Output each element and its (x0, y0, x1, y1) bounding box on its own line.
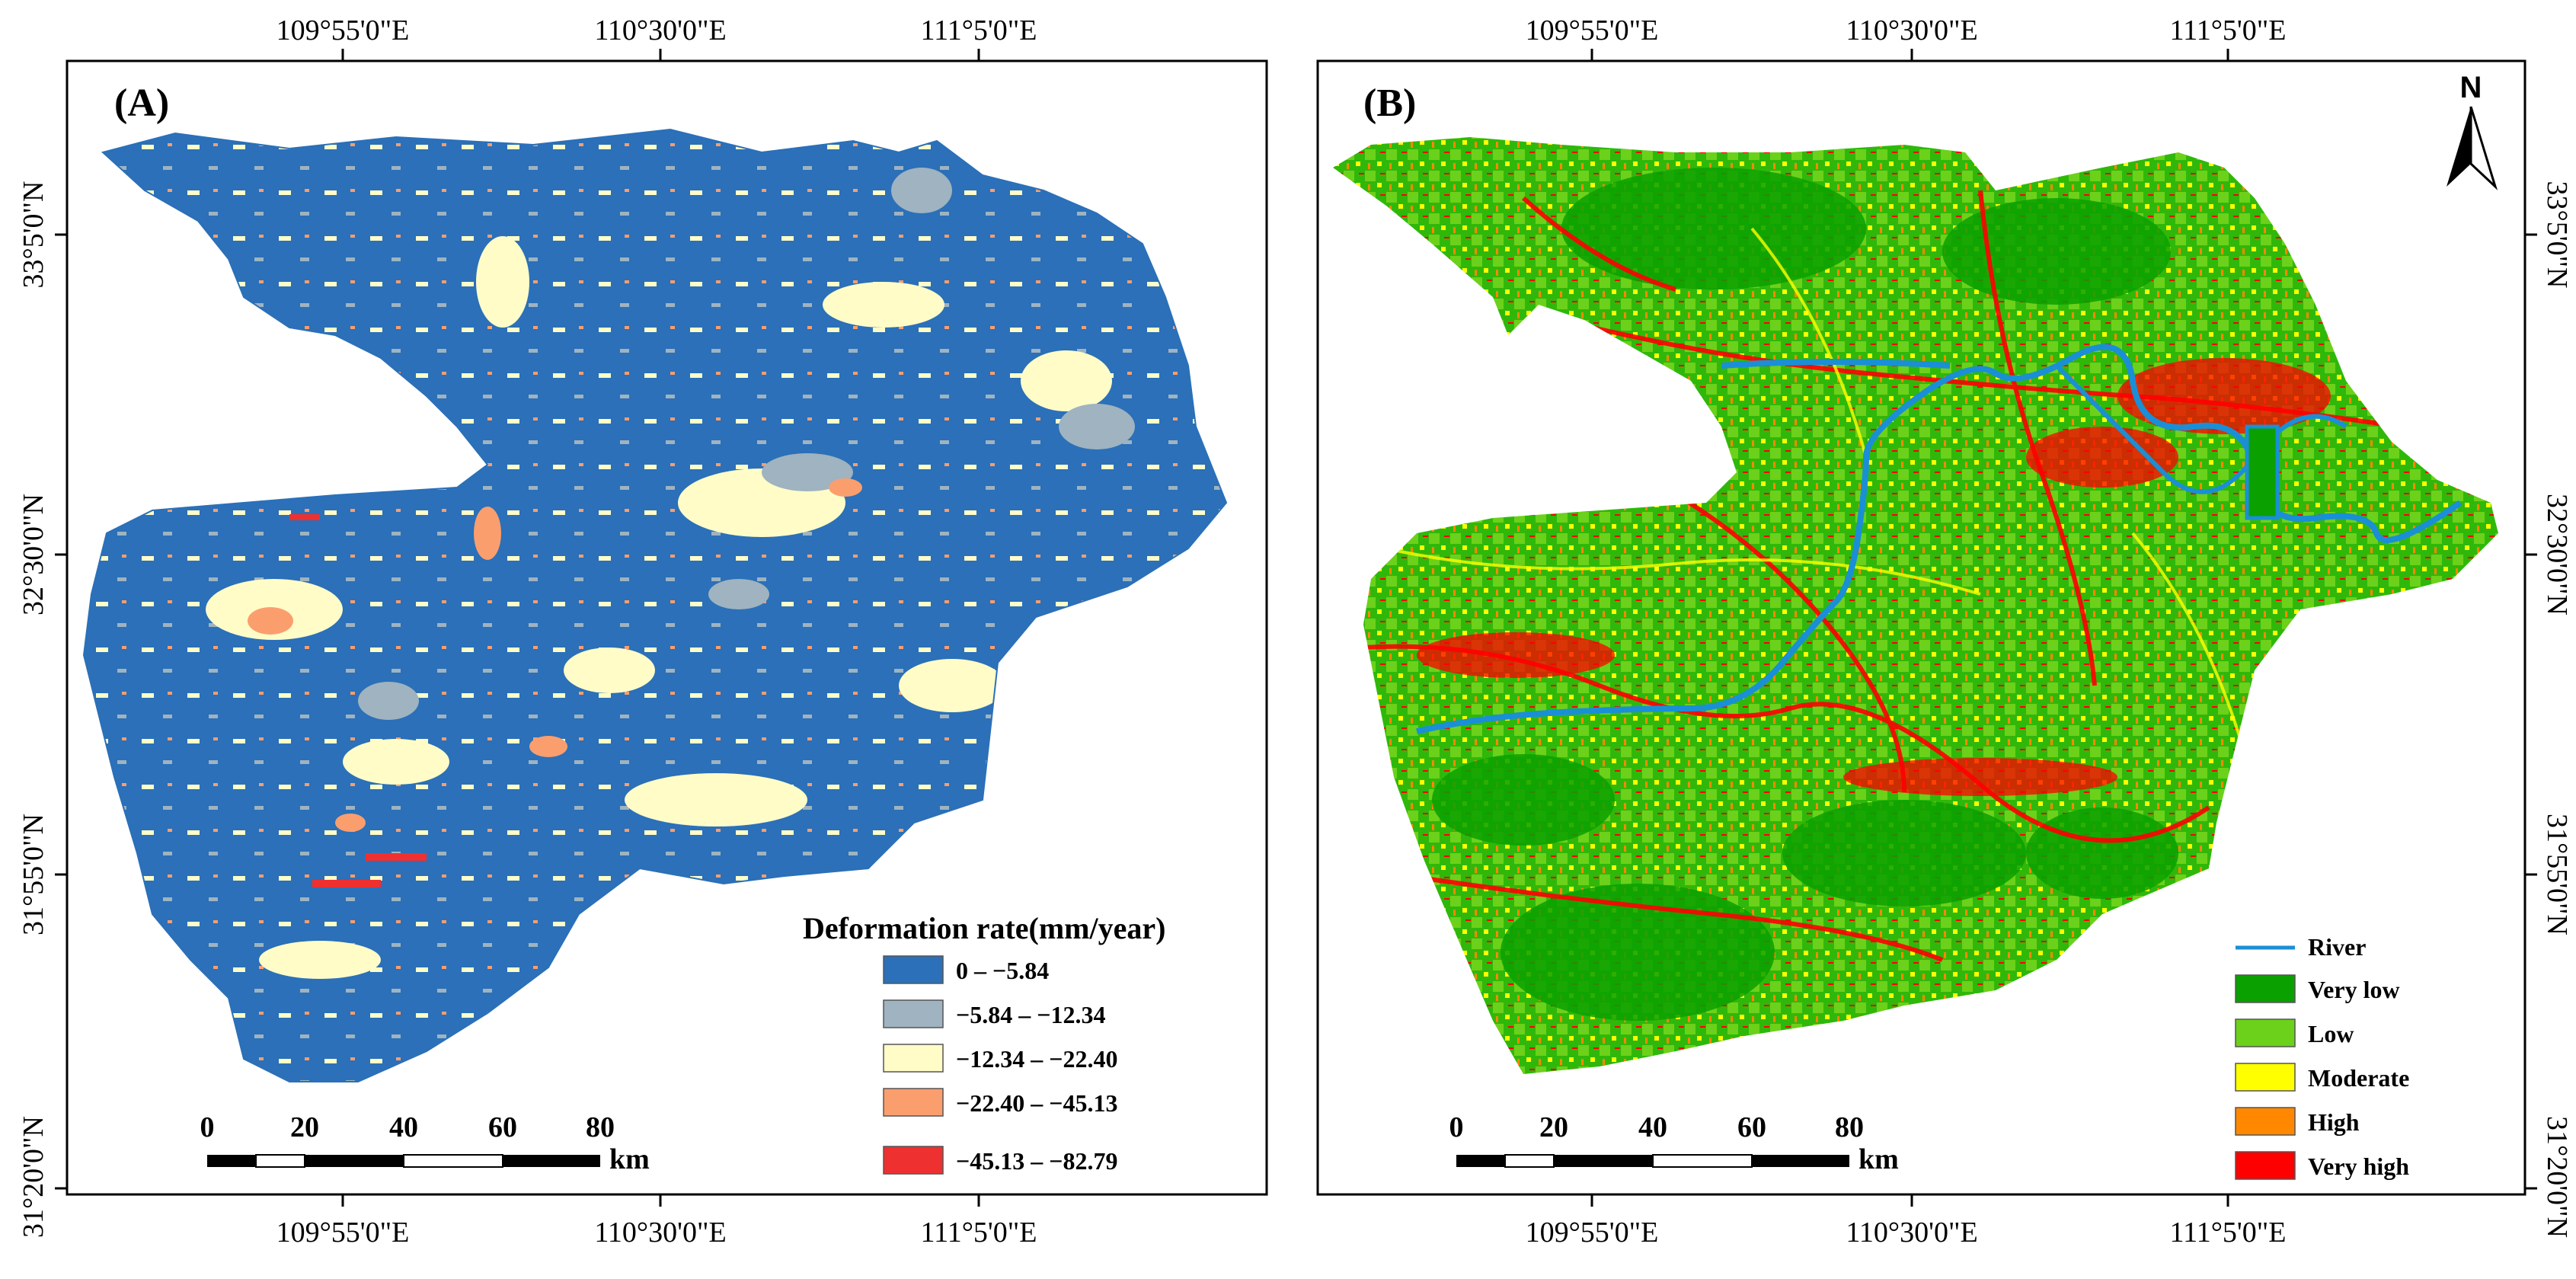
panel-a-legend-title: Deformation rate(mm/year) (803, 911, 1165, 945)
scale-label-20: 20 (290, 1111, 319, 1143)
panel-b-top-tick-2: 110°30'0"E (1846, 14, 1977, 46)
panel-b-legend-item-river: River (2236, 933, 2366, 961)
legend-swatch (2235, 1151, 2296, 1180)
panel-a-left-tick-1: 33°5'0"N (18, 181, 50, 289)
scale-label-60: 60 (488, 1111, 517, 1143)
panel-a-legend-item-3: −12.34 – −22.40 (883, 1044, 1117, 1073)
north-label: N (2460, 71, 2482, 104)
panel-b-right-tick-2: 32°30'0"N (2541, 494, 2573, 616)
panel-a-legend-item-2: −5.84 – −12.34 (883, 999, 1105, 1028)
legend-label: −22.40 – −45.13 (956, 1089, 1117, 1117)
panel-b-label: (B) (1363, 82, 1416, 125)
panel-b-bottom-tick-2: 110°30'0"E (1846, 1217, 1977, 1249)
legend-swatch (2235, 1018, 2296, 1047)
panel-a-legend-item-4: −22.40 – −45.13 (883, 1088, 1117, 1117)
panel-a-boundary (82, 128, 1228, 1082)
legend-label: Very high (2308, 1153, 2409, 1180)
panel-b-top-tick-3: 111°5'0"E (2170, 14, 2287, 46)
panel-b-scale-bar: 0 20 40 60 80 km (1449, 1111, 1899, 1175)
legend-swatch (2235, 974, 2296, 1003)
legend-label: Very low (2308, 976, 2400, 1003)
scale-label-40: 40 (389, 1111, 418, 1143)
scale-unit: km (1858, 1143, 1899, 1175)
panel-b-legend-item-high: High (2235, 1107, 2360, 1136)
panel-b-legend-item-very-high: Very high (2235, 1151, 2409, 1180)
panel-a-scale-bar: 0 20 40 60 80 km (200, 1111, 650, 1175)
panel-a-bottom-tick-3: 111°5'0"E (921, 1217, 1037, 1249)
panel-b-bottom-tick-1: 109°55'0"E (1526, 1217, 1659, 1249)
panel-a-top-tick-1: 109°55'0"E (276, 14, 410, 46)
legend-label: 0 – −5.84 (956, 957, 1049, 984)
legend-label: High (2308, 1108, 2360, 1136)
panel-b-right-tick-4: 31°20'0"N (2541, 1116, 2573, 1238)
legend-label: −45.13 – −82.79 (956, 1147, 1117, 1175)
scale-unit: km (609, 1143, 650, 1175)
panel-b-frame (1316, 59, 2526, 1196)
panel-b-legend: River Very low Low Moderate High Very hi… (2235, 933, 2409, 1180)
legend-label: River (2308, 933, 2366, 961)
legend-swatch (883, 1146, 944, 1175)
panel-a: 109°55'0"E 110°30'0"E 111°5'0"E 109°55'0… (18, 14, 1268, 1249)
panel-b-legend-item-low: Low (2235, 1018, 2354, 1047)
legend-swatch (2235, 1107, 2296, 1136)
panel-a-frame (66, 59, 1268, 1196)
panel-b-bottom-tick-3: 111°5'0"E (2170, 1217, 2287, 1249)
panel-b-legend-item-moderate: Moderate (2235, 1063, 2409, 1092)
legend-label: Low (2308, 1020, 2354, 1047)
legend-label: −5.84 – −12.34 (956, 1001, 1105, 1028)
scale-label-80: 80 (1835, 1111, 1864, 1143)
panel-a-legend: Deformation rate(mm/year) 0 – −5.84 −5.8… (803, 911, 1165, 1175)
legend-swatch (883, 999, 944, 1028)
panel-a-label: (A) (114, 82, 169, 125)
panel-a-left-tick-4: 31°20'0"N (18, 1116, 50, 1238)
legend-label: Moderate (2308, 1064, 2409, 1092)
panel-a-bottom-tick-1: 109°55'0"E (276, 1217, 410, 1249)
panel-a-top-tick-3: 111°5'0"E (921, 14, 1037, 46)
legend-swatch (883, 1088, 944, 1117)
panel-b-tick-marks (1590, 49, 2537, 1207)
legend-swatch (2235, 1063, 2296, 1092)
scale-label-80: 80 (586, 1111, 615, 1143)
scale-label-40: 40 (1638, 1111, 1667, 1143)
panel-a-left-tick-2: 32°30'0"N (18, 494, 50, 616)
panel-b-right-tick-3: 31°55'0"N (2541, 814, 2573, 935)
panel-b-top-tick-1: 109°55'0"E (1526, 14, 1659, 46)
panel-a-tick-marks (55, 49, 980, 1207)
north-arrow: N (2447, 71, 2498, 190)
scale-label-0: 0 (1449, 1111, 1464, 1143)
panel-a-left-tick-3: 31°55'0"N (18, 814, 50, 935)
scale-label-0: 0 (200, 1111, 215, 1143)
panel-a-legend-item-1: 0 – −5.84 (883, 955, 1049, 984)
legend-label: −12.34 – −22.40 (956, 1045, 1117, 1073)
scale-label-20: 20 (1539, 1111, 1568, 1143)
panel-b: 109°55'0"E 110°30'0"E 111°5'0"E 109°55'0… (1316, 14, 2573, 1249)
panel-b-legend-item-very-low: Very low (2235, 974, 2400, 1003)
legend-swatch (883, 1044, 944, 1073)
panel-a-top-tick-2: 110°30'0"E (594, 14, 726, 46)
panel-a-bottom-tick-2: 110°30'0"E (594, 1217, 726, 1249)
scale-label-60: 60 (1737, 1111, 1766, 1143)
panel-b-right-tick-1: 33°5'0"N (2541, 181, 2573, 289)
panel-a-legend-item-5: −45.13 – −82.79 (883, 1146, 1117, 1175)
legend-swatch (883, 955, 944, 984)
